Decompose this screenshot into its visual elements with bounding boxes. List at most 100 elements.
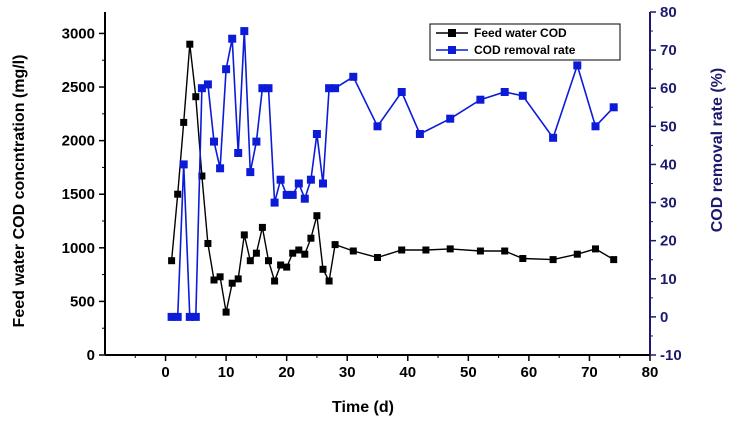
series-removal-point	[282, 190, 291, 199]
series-feed-point	[331, 241, 339, 249]
y-tick-label: 500	[70, 293, 95, 310]
series-removal-point	[270, 198, 279, 207]
series-removal-point	[197, 84, 206, 93]
series-feed-point	[192, 93, 200, 101]
series-removal-point	[415, 130, 424, 138]
series-feed-point	[289, 249, 297, 257]
series-removal-point	[276, 175, 285, 184]
series-removal-point	[167, 312, 176, 321]
series-feed-point	[319, 265, 327, 273]
series-removal-point	[573, 61, 582, 70]
series-feed-point	[240, 231, 248, 239]
series-feed-point	[610, 256, 618, 264]
series-feed-point	[349, 247, 357, 255]
series-removal-point	[252, 137, 261, 146]
series-feed-point	[313, 212, 321, 220]
series-removal-point	[446, 114, 455, 123]
series-feed-point	[476, 247, 484, 255]
series-feed-point	[186, 40, 194, 48]
legend-box	[429, 23, 621, 61]
series-removal-point	[234, 149, 243, 157]
series-removal-point	[500, 88, 509, 96]
series-removal-point	[240, 27, 249, 36]
y2-tick-label: 50	[660, 118, 677, 135]
series-feed-point	[398, 246, 406, 254]
series-feed-point	[228, 279, 236, 287]
series-feed-point	[519, 255, 527, 262]
series-feed-point	[204, 240, 212, 247]
series-feed-point	[592, 245, 599, 253]
series-feed-point	[258, 223, 266, 231]
y-axis-title: Feed water COD concntration (mg/l)	[11, 55, 28, 328]
series-feed-point	[422, 246, 430, 254]
series-removal-point	[331, 84, 340, 93]
series-removal-point	[591, 122, 600, 131]
series-removal-point	[518, 91, 527, 100]
series-feed	[168, 40, 618, 316]
series-feed-point	[265, 257, 272, 265]
series-removal-point	[306, 175, 315, 184]
y2-tick-label: 60	[660, 80, 677, 97]
series-removal-point	[373, 122, 382, 131]
series-removal-point	[476, 95, 485, 104]
series-removal	[167, 27, 618, 321]
legend: Feed water COD COD removal rate	[429, 23, 621, 61]
legend-removal-marker	[448, 46, 456, 54]
y2-tick-label: -10	[660, 347, 682, 364]
series-removal-point	[203, 80, 212, 89]
x-tick-label: 0	[161, 364, 169, 381]
series-removal-point	[300, 194, 309, 203]
y2-tick-label: 20	[660, 233, 677, 250]
series-removal-point	[246, 168, 255, 177]
series-feed-point	[222, 308, 230, 316]
series-feed-point	[252, 249, 260, 257]
series-removal-point	[228, 34, 237, 43]
y-tick-label: 0	[87, 347, 95, 364]
series-feed-point	[198, 172, 206, 180]
series-removal-point	[258, 84, 267, 93]
y2-tick-label: 30	[660, 195, 677, 212]
x-axis-title: Time (d)	[332, 399, 394, 416]
x-tick-label: 80	[642, 364, 659, 381]
y-tick-label: 1500	[62, 186, 95, 203]
series-removal-point	[216, 164, 225, 173]
series-removal-point	[312, 130, 321, 138]
series-feed-point	[271, 277, 279, 285]
series-feed-point	[307, 234, 315, 242]
series-feed-point	[501, 247, 509, 255]
x-tick-label: 70	[581, 364, 598, 381]
series-feed-point	[374, 254, 381, 261]
series-removal-point	[349, 72, 358, 81]
y-tick-label: 1000	[62, 240, 95, 257]
series-feed-point	[283, 263, 291, 271]
y-tick-label: 3000	[62, 25, 95, 42]
series-removal-point	[264, 84, 273, 93]
series-removal-point	[179, 160, 188, 169]
y-tick-label: 2000	[62, 133, 95, 150]
y2-tick-label: 10	[660, 271, 677, 288]
series-feed-point	[216, 273, 224, 281]
series-feed-line	[170, 44, 615, 313]
series-removal-point	[294, 179, 303, 188]
x-tick-label: 20	[278, 364, 295, 381]
legend-feed-marker	[448, 29, 456, 37]
y2-tick-label: 0	[660, 309, 668, 326]
x-tick-label: 30	[339, 364, 356, 381]
y2-tick-label: 40	[660, 156, 677, 173]
series-feed-point	[180, 118, 188, 126]
series-feed-point	[325, 277, 333, 285]
legend-removal-label: COD removal rate	[474, 43, 576, 57]
x-tick-label: 60	[521, 364, 538, 381]
series-feed-point	[234, 275, 242, 283]
series-feed-point	[446, 245, 454, 253]
series-feed-point	[301, 250, 309, 258]
series-removal-point	[325, 84, 334, 93]
y2-tick-label: 70	[660, 42, 677, 59]
series-feed-point	[246, 257, 254, 265]
y-tick-label: 2500	[62, 79, 95, 96]
x-tick-label: 40	[399, 364, 416, 381]
series-removal-line	[171, 31, 615, 318]
series-removal-point	[549, 133, 558, 142]
